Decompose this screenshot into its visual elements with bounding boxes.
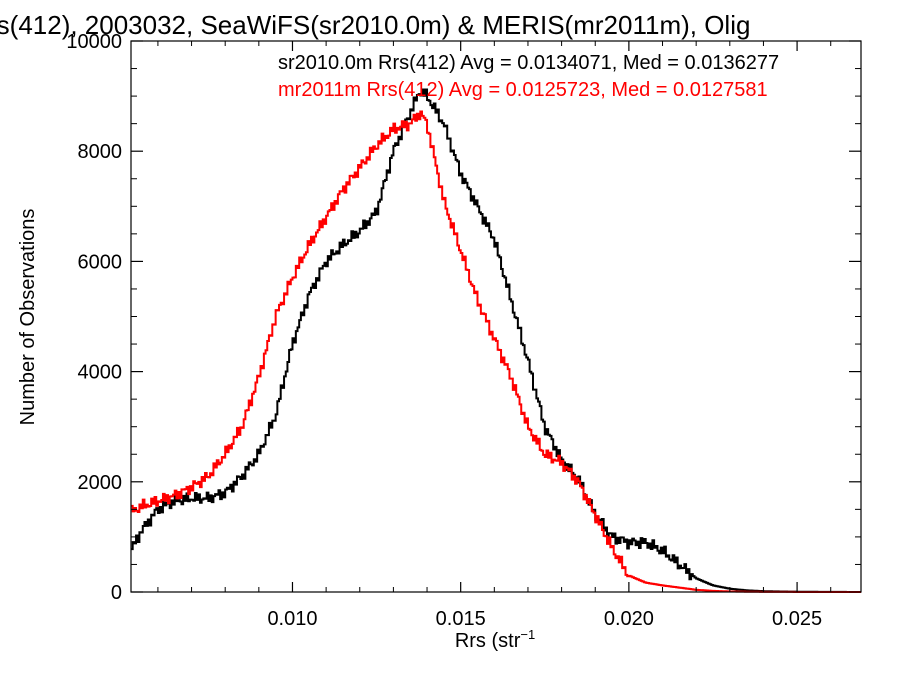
- series-line-0: [131, 88, 861, 593]
- chart-title: rs(412), 2003032, SeaWiFS(sr2010.0m) & M…: [0, 10, 750, 40]
- x-axis: 0.010 0.015 0.020 0.025: [157, 41, 832, 630]
- plot-area: [131, 88, 861, 593]
- x-tick-label: 0.020: [604, 608, 654, 630]
- x-tick-label: 0.015: [436, 608, 486, 630]
- meris-stats-annotation: mr2011m Rrs(412) Avg = 0.0125723, Med = …: [278, 79, 768, 101]
- x-tick-label: 0.010: [267, 608, 317, 630]
- plot-frame: [130, 40, 862, 593]
- y-tick-label: 10000: [66, 31, 122, 53]
- y-tick-label: 8000: [78, 141, 123, 163]
- y-tick-label: 2000: [78, 472, 123, 494]
- y-tick-label: 0: [111, 582, 122, 604]
- x-tick-label: 0.025: [772, 608, 822, 630]
- y-axis-label: Number of Observations: [17, 209, 39, 426]
- y-axis: 0 2000 4000 6000 8000 10000: [66, 31, 861, 604]
- y-tick-label: 4000: [78, 362, 123, 384]
- series-line-1: [131, 110, 861, 593]
- y-tick-label: 6000: [78, 251, 123, 273]
- seawifs-stats-annotation: sr2010.0m Rrs(412) Avg = 0.0134071, Med …: [278, 52, 779, 74]
